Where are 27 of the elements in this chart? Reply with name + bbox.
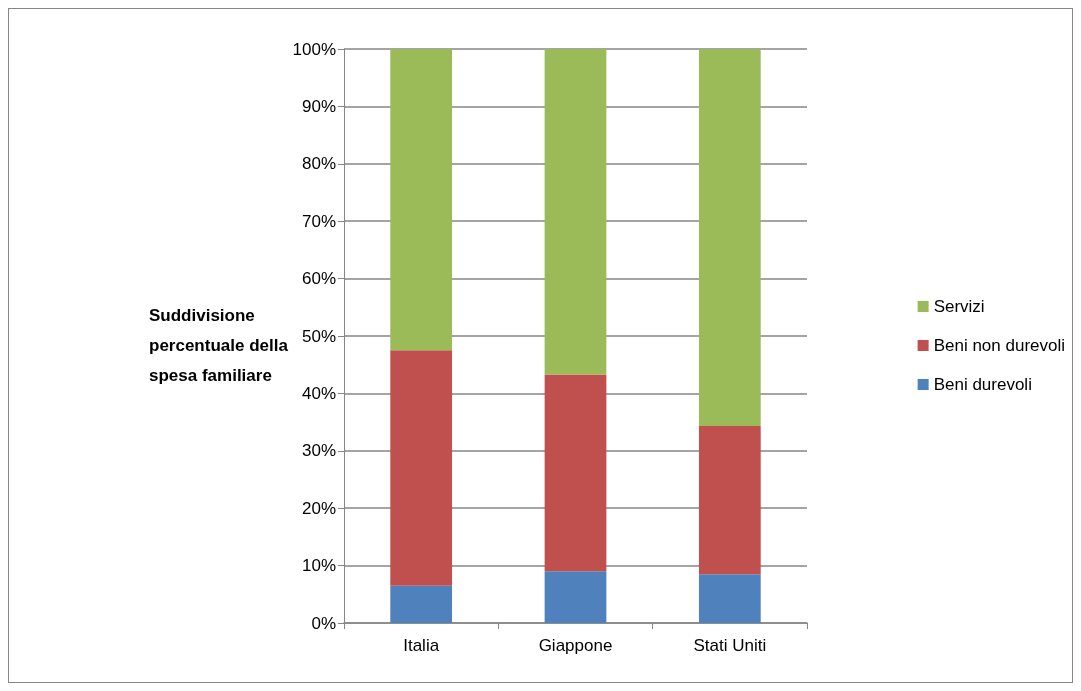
y-tick-label: 30% xyxy=(301,441,336,461)
legend-label: Beni non durevoli xyxy=(933,336,1066,355)
x-tick-label: Stati Uniti xyxy=(693,636,767,655)
bar xyxy=(544,49,607,375)
y-tick-label: 90% xyxy=(301,96,336,116)
bar xyxy=(698,426,761,575)
x-tick-label: Giappone xyxy=(538,636,613,655)
y-tick-label: 20% xyxy=(301,498,336,518)
y-tick-label: 10% xyxy=(301,556,336,576)
bar xyxy=(698,49,761,427)
bar xyxy=(390,49,453,351)
y-tick-label: 40% xyxy=(301,383,336,403)
legend-label: Servizi xyxy=(933,297,985,316)
legend-label: Beni durevoli xyxy=(933,375,1032,394)
y-tick-label: 80% xyxy=(301,154,336,174)
y-tick-label: 0% xyxy=(311,613,336,633)
bar xyxy=(390,585,453,623)
y-tick-label: 50% xyxy=(301,326,336,346)
bar xyxy=(698,574,761,623)
bar xyxy=(544,571,607,623)
y-tick-label: 70% xyxy=(301,211,336,231)
y-axis-title: Suddivisione percentuale della spesa familiare xyxy=(149,306,289,385)
x-tick-label: Italia xyxy=(403,636,440,655)
y-tick-label: 100% xyxy=(292,39,336,59)
y-tick-label: 60% xyxy=(301,269,336,289)
bar xyxy=(544,374,607,572)
bar xyxy=(390,350,453,586)
